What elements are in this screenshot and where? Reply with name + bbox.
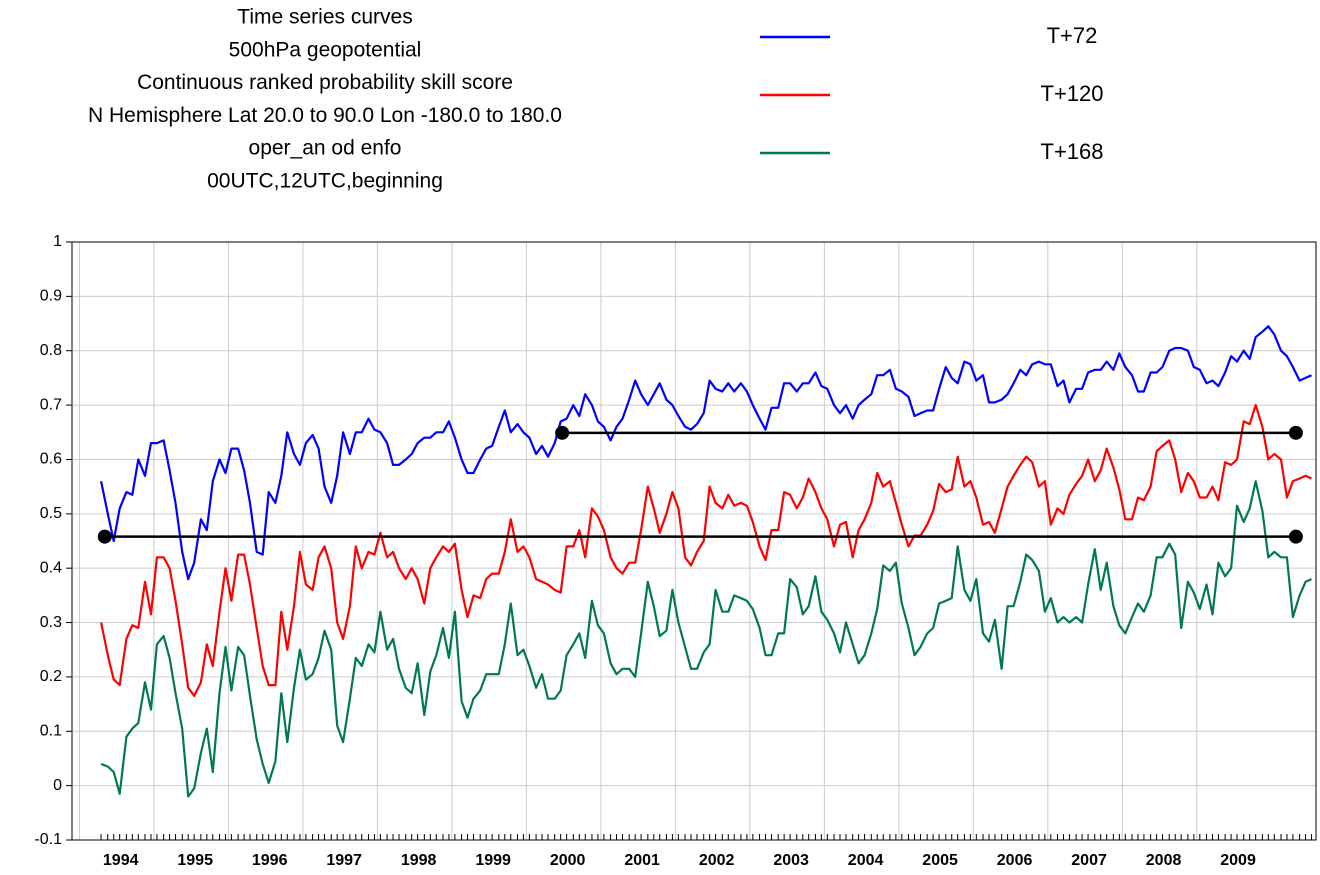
y-tick-label: 0.5 xyxy=(40,505,62,522)
x-tick-label: 2009 xyxy=(1220,852,1256,869)
title-line: Time series curves xyxy=(237,6,412,29)
y-tick-label: 1 xyxy=(53,233,62,250)
x-tick-label: 1997 xyxy=(326,852,362,869)
x-tick-label: 2006 xyxy=(997,852,1033,869)
title-line: oper_an od enfo xyxy=(249,137,402,160)
x-tick-label: 1999 xyxy=(475,852,511,869)
x-tick-label: 1995 xyxy=(177,852,213,869)
y-tick-label: 0.3 xyxy=(40,614,62,631)
x-tick-label: 2003 xyxy=(773,852,809,869)
x-tick-label: 2008 xyxy=(1146,852,1182,869)
title-line: N Hemisphere Lat 20.0 to 90.0 Lon -180.0… xyxy=(88,104,562,127)
y-tick-label: 0 xyxy=(53,777,62,794)
y-tick-label: 0.4 xyxy=(40,559,62,576)
reference-dot xyxy=(555,425,570,440)
x-tick-label: 2001 xyxy=(624,852,660,869)
x-tick-label: 2007 xyxy=(1071,852,1107,869)
x-tick-label: 1994 xyxy=(103,852,139,869)
y-tick-label: -0.1 xyxy=(34,831,62,848)
title-line: Continuous ranked probability skill scor… xyxy=(137,71,513,94)
y-tick-label: 0.1 xyxy=(40,722,62,739)
y-tick-label: 0.8 xyxy=(40,342,62,359)
x-tick-label: 2002 xyxy=(699,852,735,869)
legend-label: T+72 xyxy=(1047,23,1098,48)
series-line xyxy=(100,480,1312,798)
reference-dot xyxy=(1288,425,1303,440)
x-tick-label: 1996 xyxy=(252,852,288,869)
title-line: 500hPa geopotential xyxy=(229,38,422,61)
y-tick-label: 0.6 xyxy=(40,451,62,468)
legend-label: T+168 xyxy=(1041,139,1104,164)
y-tick-label: 0.7 xyxy=(40,396,62,413)
x-tick-label: 2005 xyxy=(922,852,958,869)
y-tick-label: 0.2 xyxy=(40,668,62,685)
x-tick-label: 2000 xyxy=(550,852,586,869)
legend-label: T+120 xyxy=(1041,81,1104,106)
title-line: 00UTC,12UTC,beginning xyxy=(207,170,443,193)
reference-dot xyxy=(97,529,112,544)
reference-dot xyxy=(1288,529,1303,544)
series-line xyxy=(100,325,1312,581)
x-tick-label: 2004 xyxy=(848,852,884,869)
x-tick-label: 1998 xyxy=(401,852,437,869)
plot-frame xyxy=(71,241,1317,841)
series-line xyxy=(100,404,1312,697)
y-tick-label: 0.9 xyxy=(40,288,62,305)
